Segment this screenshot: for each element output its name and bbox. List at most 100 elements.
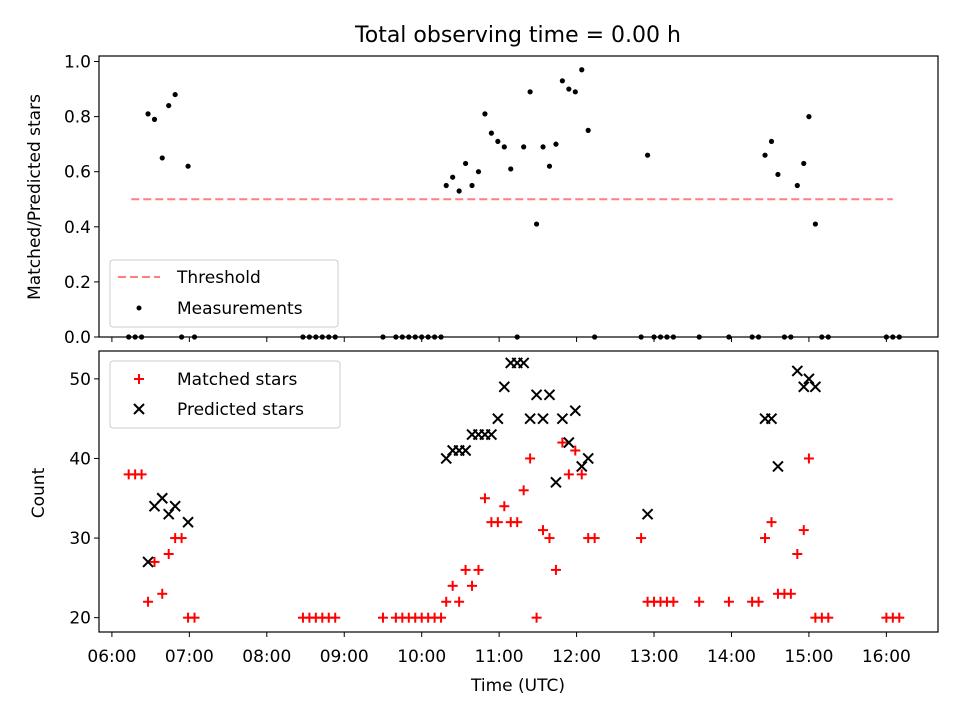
y-tick-label: 20 (69, 609, 91, 629)
measurement-point (495, 138, 501, 145)
predicted-star-point (142, 556, 154, 568)
matched-star-point (479, 493, 490, 504)
measurement-point (151, 116, 158, 122)
y-tick-label: 0.0 (64, 328, 91, 348)
measurement-point (559, 78, 565, 84)
measurement-point (585, 127, 591, 133)
measurement-point (456, 188, 462, 194)
x-tick-label: 16:00 (862, 647, 911, 667)
predicted-star-point (791, 365, 804, 377)
x-axis-label: Time (UTC) (470, 676, 565, 696)
x-tick-label: 14:00 (707, 647, 756, 667)
measurement-point (462, 160, 469, 167)
measurement-point (579, 67, 585, 73)
predicted-star-point (492, 412, 504, 425)
predicted-star-point (556, 412, 569, 425)
predicted-star-point (459, 444, 472, 457)
matched-star-point (576, 469, 587, 480)
legend-predicted-marker (133, 403, 145, 415)
bottom-y-axis-label: Count (29, 467, 49, 518)
matched-star-point (454, 596, 465, 607)
predicted-star-point (537, 412, 549, 425)
matched-star-point (473, 564, 484, 575)
measurement-point (488, 130, 494, 136)
measurement-point (801, 160, 807, 167)
matched-star-point (723, 596, 734, 607)
predicted-star-point (582, 452, 594, 465)
matched-star-point (330, 612, 341, 623)
predicted-star-point (156, 492, 168, 504)
y-tick-label: 1.0 (64, 53, 91, 73)
measurement-point (546, 163, 553, 169)
measurement-point (794, 182, 800, 189)
y-tick-label: 0.2 (64, 273, 91, 293)
predicted-star-point (162, 508, 175, 520)
legend-predicted-swatch (133, 403, 145, 415)
matched-star-point (760, 533, 771, 544)
predicted-star-point (517, 357, 530, 369)
top-legend: Threshold Measurements (109, 259, 339, 328)
measurement-point (775, 171, 781, 178)
matched-star-point (668, 596, 679, 607)
y-tick-label: 40 (69, 449, 91, 469)
predicted-star-point (641, 508, 654, 520)
matched-star-point (538, 525, 549, 536)
measurement-point (166, 102, 172, 109)
matched-star-point (441, 596, 452, 607)
measurement-point (644, 152, 651, 158)
measurement-point (450, 174, 456, 180)
y-tick-label: 50 (69, 370, 91, 390)
predicted-star-point (543, 389, 556, 401)
matched-star-point (512, 517, 523, 528)
x-tick-label: 06:00 (87, 647, 136, 667)
matched-star-point (143, 596, 154, 607)
matched-star-point (163, 548, 174, 559)
measurement-points (126, 67, 902, 340)
x-tick-label: 07:00 (165, 647, 214, 667)
measurement-point (812, 221, 818, 227)
measurement-point (521, 144, 527, 150)
measurement-point (553, 141, 559, 147)
matched-star-point (694, 596, 705, 607)
matched-star-point (544, 533, 555, 544)
bottom-x-ticks: 06:00 07:00 08:00 09:00 10:00 11:00 12:00 13:00… (87, 632, 911, 667)
y-tick-label: 30 (69, 529, 91, 549)
top-legend-box (109, 259, 339, 328)
predicted-star-point (798, 381, 810, 393)
bottom-panel: Count Time (UTC) 20 30 40 50 06:00 07:00 08:0… (29, 350, 939, 696)
matched-star-point (894, 612, 905, 623)
matched-star-point (460, 564, 471, 575)
measurement-point (533, 221, 540, 227)
predicted-star-point (809, 381, 822, 393)
measurement-point (185, 163, 191, 169)
legend-matched-marker (134, 374, 144, 384)
matched-star-point (531, 612, 542, 623)
legend-threshold-label: Threshold (176, 268, 261, 288)
predicted-star-point (169, 500, 181, 512)
measurement-point (572, 89, 578, 95)
x-tick-label: 09:00 (320, 647, 369, 667)
matched-star-points (123, 437, 905, 623)
x-tick-label: 08:00 (242, 647, 291, 667)
measurement-point (172, 91, 178, 98)
x-tick-label: 12:00 (552, 647, 601, 667)
legend-matched-swatch (134, 374, 144, 384)
predicted-star-point (182, 516, 194, 528)
predicted-star-point (803, 373, 815, 385)
matched-star-point (570, 445, 581, 456)
measurement-point (469, 182, 475, 189)
matched-star-point (792, 548, 803, 559)
matched-star-point (803, 453, 814, 464)
predicted-star-point (550, 476, 562, 489)
measurement-point (443, 182, 449, 189)
matched-star-point (636, 533, 647, 544)
matched-star-point (467, 580, 478, 591)
matched-star-point (753, 596, 764, 607)
matched-star-point (157, 588, 168, 599)
y-tick-label: 0.6 (64, 163, 91, 183)
matched-star-point (499, 501, 510, 512)
measurement-point (482, 111, 488, 117)
measurement-point (768, 138, 775, 145)
bottom-legend-box (109, 360, 341, 429)
